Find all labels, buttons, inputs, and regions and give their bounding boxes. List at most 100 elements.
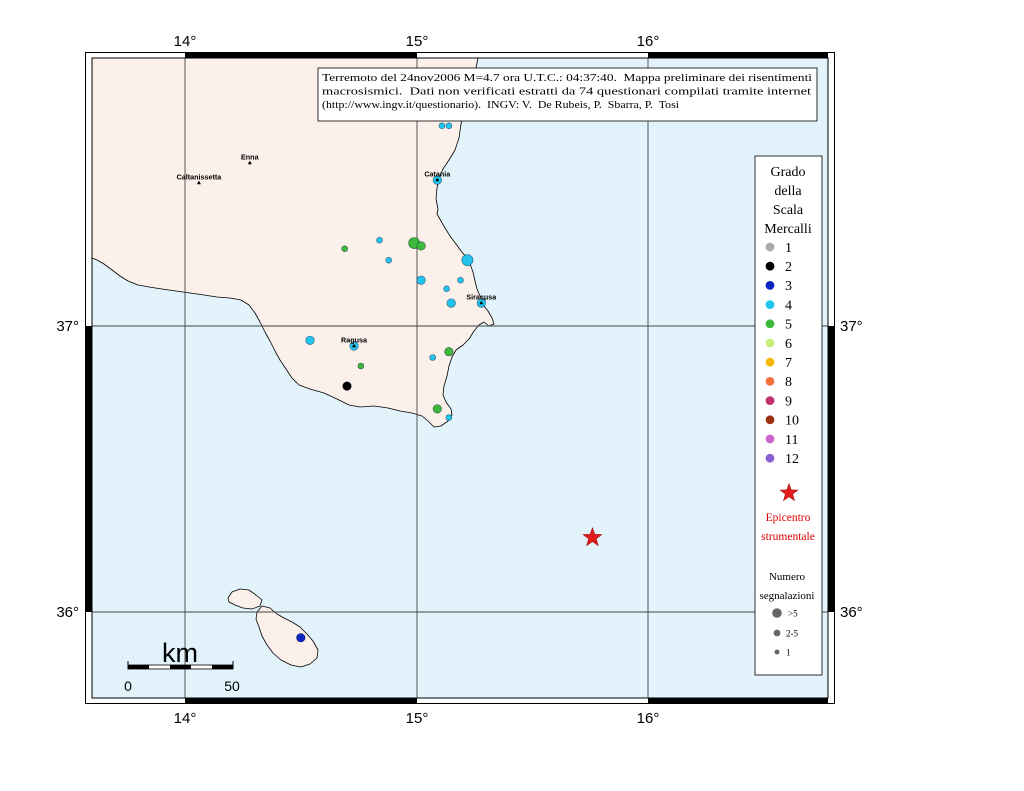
scale-bar-segment [170, 665, 191, 669]
legend-label-11: 11 [785, 433, 798, 448]
lat-label-left: 36° [56, 604, 79, 621]
land-areas [91, 57, 495, 668]
info-line: Terremoto del 24nov2006 M=4.7 ora U.T.C.… [322, 73, 812, 84]
legend-label-6: 6 [785, 337, 792, 352]
legend-swatch-12 [765, 453, 775, 463]
observation-point [416, 275, 426, 285]
lon-label-top: 15° [406, 33, 429, 50]
observation-point [429, 354, 437, 361]
lon-label-bottom: 15° [406, 710, 429, 727]
legend-reports-dot-small [774, 649, 780, 655]
legend-swatch-8 [765, 377, 775, 386]
legend-label-2: 2 [785, 260, 792, 275]
sicily-land [91, 57, 495, 428]
lat-label-right: 37° [840, 318, 863, 335]
legend-epicenter-label: Epicentro [766, 512, 811, 524]
legend-swatch-5 [765, 319, 775, 329]
legend-swatch-9 [765, 396, 775, 405]
observation-point [341, 245, 349, 253]
gozo-island [227, 588, 263, 610]
observation-point [305, 335, 315, 345]
observation-point [376, 236, 383, 244]
frame-segment [85, 326, 92, 612]
legend-label-12: 12 [785, 452, 799, 467]
legend-reports-label: 1 [786, 648, 791, 658]
lat-label-right: 36° [840, 604, 863, 621]
legend-swatch-1 [765, 242, 775, 252]
info-box: Terremoto del 24nov2006 M=4.7 ora U.T.C.… [317, 67, 818, 122]
legend-label-7: 7 [785, 356, 792, 371]
legend-swatch-11 [765, 434, 775, 444]
legend-title-line: Scala [773, 203, 804, 218]
lon-label-top: 14° [174, 33, 197, 50]
city-marker-icon [479, 300, 484, 305]
malta-island [255, 605, 319, 668]
legend: Grado della Scala Mercalli 1234567891011… [754, 155, 823, 676]
city-marker-icon [352, 343, 356, 348]
legend-reports-dot-medium [773, 629, 781, 637]
frame-segment [648, 698, 828, 704]
observation-point [357, 362, 365, 370]
legend-reports-label: >5 [788, 609, 798, 619]
observation-point [461, 254, 474, 267]
legend-title-line: della [774, 184, 802, 199]
frame-segment [185, 52, 417, 58]
inner-frame [91, 57, 829, 699]
legend-epicenter-label: strumentale [761, 531, 815, 543]
scale-bar-label: 0 [124, 678, 132, 694]
graticule-labels: 14° 15° 16° 14° 15° 16° 37° 36° 37° 36° [56, 33, 862, 727]
info-box-frame [317, 67, 818, 122]
scale-bar-unit: km [162, 638, 198, 668]
legend-reports-label: 2-5 [786, 629, 798, 639]
observation-point [438, 122, 446, 130]
city-label-caltanissetta: Caltanissetta [177, 172, 223, 181]
observation-point [443, 285, 450, 293]
observation-point [416, 241, 426, 251]
legend-swatch-6 [765, 338, 775, 348]
legend-reports-title: segnalazioni [760, 590, 815, 602]
legend-reports-dot-large [772, 608, 782, 618]
city-marker-icon [435, 177, 440, 182]
legend-swatch-3 [765, 281, 775, 290]
scale-bar: km 0 50 [124, 638, 240, 694]
legend-title-line: Mercalli [764, 222, 812, 237]
map-frame [85, 52, 835, 704]
observation-point [296, 633, 306, 643]
legend-reports-title: Numero [769, 571, 806, 583]
city-label-enna: Enna [241, 152, 260, 161]
legend-frame [754, 155, 823, 676]
lon-label-top: 16° [637, 33, 660, 50]
legend-swatch-2 [765, 261, 775, 271]
legend-label-10: 10 [785, 414, 799, 429]
legend-label-4: 4 [785, 298, 792, 313]
legend-swatch-4 [765, 300, 775, 309]
observation-point [432, 404, 442, 414]
observations-layer [296, 122, 486, 643]
observation-point [457, 276, 464, 284]
observation-point [445, 122, 453, 130]
legend-label-8: 8 [785, 375, 792, 390]
frame-segment [828, 326, 835, 612]
city-marker-icon [247, 160, 252, 165]
epicenter-star-icon [582, 526, 603, 547]
legend-label-1: 1 [785, 241, 792, 256]
scale-bar-segment [128, 665, 149, 669]
legend-label-9: 9 [785, 394, 792, 409]
legend-epicenter-star-icon [779, 482, 799, 502]
city-label-ragusa: Ragusa [341, 335, 368, 344]
city-marker-icon [196, 180, 201, 185]
legend-swatch-7 [765, 357, 775, 367]
observation-point [342, 381, 352, 391]
legend-swatch-10 [765, 415, 775, 425]
frame-segment [185, 698, 417, 704]
scale-bar-label: 50 [224, 678, 240, 694]
observation-point [444, 347, 454, 357]
legend-label-5: 5 [785, 318, 792, 333]
info-line: (http://www.ingv.it/questionario). INGV:… [322, 100, 679, 111]
scale-bar-segment [212, 665, 233, 669]
lat-label-left: 37° [56, 318, 79, 335]
observation-point [445, 414, 453, 421]
legend-label-3: 3 [785, 279, 792, 294]
